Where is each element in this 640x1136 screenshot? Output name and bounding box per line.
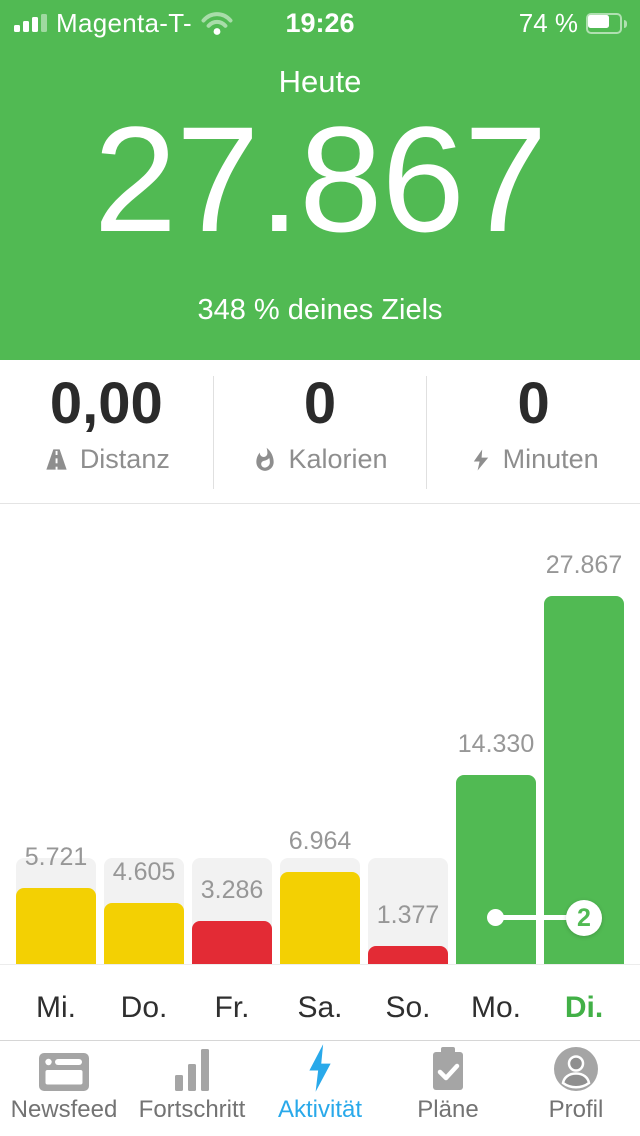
minutes-label: Minuten xyxy=(502,444,599,474)
carrier-label: Magenta-T- xyxy=(56,7,192,38)
bar-fr[interactable] xyxy=(192,921,272,964)
clipboard-icon xyxy=(428,1041,468,1093)
tab-plaene-label: Pläne xyxy=(417,1096,479,1123)
battery-percent-label: 74 % xyxy=(518,7,578,38)
stat-distance: 0,00 Distanz xyxy=(0,360,213,503)
tab-newsfeed[interactable]: Newsfeed xyxy=(0,1041,128,1136)
battery-icon xyxy=(586,12,628,34)
weekly-steps-chart: 5.721 4.605 3.286 6.964 1.377 14.330 27.867 2 xyxy=(0,504,640,965)
stat-minutes: 0 Minuten xyxy=(427,360,640,503)
tab-newsfeed-label: Newsfeed xyxy=(10,1096,118,1123)
day-label-fr[interactable]: Fr. xyxy=(214,991,250,1024)
header: Magenta-T- 19:26 74 % Heut xyxy=(0,0,640,360)
goal-progress-label: 348 % deines Ziels xyxy=(197,294,443,326)
annotation-dot xyxy=(487,909,504,926)
calories-value: 0 xyxy=(303,371,337,436)
tab-plaene[interactable]: Pläne xyxy=(384,1041,512,1136)
tab-aktivitaet[interactable]: Aktivität xyxy=(256,1041,384,1136)
bar-sa[interactable] xyxy=(280,872,360,964)
distance-label: Distanz xyxy=(79,444,170,474)
stats-row: 0,00 Distanz 0 xyxy=(0,360,640,504)
minutes-value: 0 xyxy=(517,371,550,436)
day-label-so[interactable]: So. xyxy=(385,991,431,1024)
bar-value-label: 6.964 xyxy=(288,827,352,855)
newsfeed-icon xyxy=(37,1041,91,1093)
bar-value-label: 5.721 xyxy=(24,843,88,871)
tab-profil[interactable]: Profil xyxy=(512,1041,640,1136)
bolt-icon xyxy=(305,1041,335,1093)
annotation-badge[interactable]: 2 xyxy=(566,900,602,936)
bar-value-label: 1.377 xyxy=(376,901,440,929)
wifi-icon xyxy=(201,11,233,36)
stat-calories: 0 Kalorien xyxy=(214,360,427,503)
annotation-connector-line xyxy=(495,915,584,920)
bar-value-label: 4.605 xyxy=(112,858,176,886)
bar-value-label: 14.330 xyxy=(457,730,535,758)
cell-signal-icon xyxy=(14,14,47,32)
bar-value-label: 27.867 xyxy=(545,551,623,579)
day-axis: Mi. Do. Fr. Sa. So. Mo. Di. xyxy=(0,965,640,1040)
bar-so[interactable] xyxy=(368,946,448,964)
day-label-mo[interactable]: Mo. xyxy=(470,991,521,1024)
divider xyxy=(426,376,428,489)
tab-aktivitaet-label: Aktivität xyxy=(277,1096,363,1123)
status-bar: Magenta-T- 19:26 74 % xyxy=(0,6,640,40)
day-label-di[interactable]: Di. xyxy=(564,991,604,1024)
calories-label: Kalorien xyxy=(288,444,388,474)
tab-bar: Newsfeed Fortschritt Aktivität xyxy=(0,1040,640,1136)
bar-value-label: 3.286 xyxy=(200,876,264,904)
tab-profil-label: Profil xyxy=(548,1096,604,1123)
day-label-do[interactable]: Do. xyxy=(120,991,168,1024)
divider xyxy=(212,376,214,489)
steps-count: 27.867 xyxy=(93,95,548,263)
page-title: Heute xyxy=(278,64,362,99)
flame-icon xyxy=(252,447,278,473)
clock: 19:26 xyxy=(285,8,355,38)
bolt-icon xyxy=(469,447,493,473)
day-label-sa[interactable]: Sa. xyxy=(297,991,343,1024)
bar-do[interactable] xyxy=(104,903,184,964)
tab-fortschritt-label: Fortschritt xyxy=(138,1096,246,1123)
bar-chart-icon xyxy=(170,1041,214,1093)
day-label-mi[interactable]: Mi. xyxy=(36,991,76,1024)
profile-icon xyxy=(552,1041,600,1093)
tab-fortschritt[interactable]: Fortschritt xyxy=(128,1041,256,1136)
distance-value: 0,00 xyxy=(49,371,163,436)
bar-mi[interactable] xyxy=(16,888,96,964)
road-icon xyxy=(43,446,70,473)
bar-mo[interactable] xyxy=(456,775,536,964)
